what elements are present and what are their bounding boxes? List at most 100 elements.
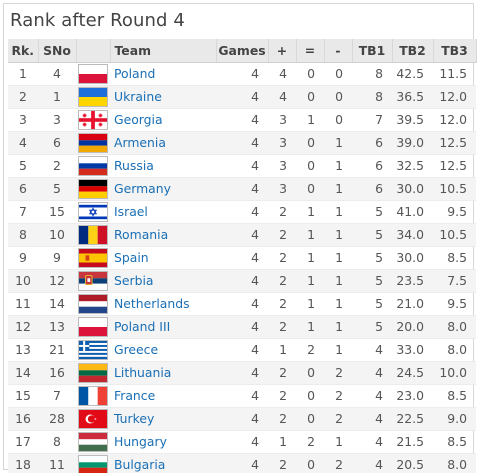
col-header-losses[interactable]: - <box>324 39 353 63</box>
armenia-flag-icon <box>78 132 108 153</box>
table-row[interactable]: 16 28 Turkey 4 2 0 2 4 22.5 9.0 <box>8 407 476 431</box>
wins-cell: 3 <box>268 108 296 132</box>
table-row[interactable]: 13 21 Greece 4 1 2 1 4 33.0 8.0 <box>8 338 476 362</box>
table-row[interactable]: 12 13 Poland III 4 2 1 1 5 20.0 8.0 <box>8 315 476 339</box>
col-header-games[interactable]: Games <box>216 39 269 63</box>
table-row[interactable]: 4 6 Armenia 4 3 0 1 6 39.0 12.5 <box>8 131 476 155</box>
flag-cell <box>76 223 110 247</box>
team-link[interactable]: Hungary <box>110 430 216 454</box>
team-link[interactable]: Georgia <box>110 108 216 132</box>
rank-cell: 8 <box>8 223 38 247</box>
wins-cell: 1 <box>268 338 296 362</box>
france-flag-icon <box>78 385 108 406</box>
table-row[interactable]: 8 10 Romania 4 2 1 1 5 34.0 10.5 <box>8 223 476 247</box>
tb1-cell: 8 <box>352 85 392 109</box>
tb2-cell: 23.5 <box>392 269 433 293</box>
wins-cell: 4 <box>268 62 296 86</box>
col-header-team[interactable]: Team <box>110 39 217 63</box>
table-row[interactable]: 5 2 Russia 4 3 0 1 6 32.5 12.5 <box>8 154 476 178</box>
page-title: Rank after Round 4 <box>10 10 185 31</box>
tb1-cell: 7 <box>352 108 392 132</box>
table-row[interactable]: 6 5 Germany 4 3 0 1 6 30.0 10.5 <box>8 177 476 201</box>
team-link[interactable]: Armenia <box>110 131 216 155</box>
table-row[interactable]: 3 3 Georgia 4 3 1 0 7 39.5 12.0 <box>8 108 476 132</box>
table-row[interactable]: 2 1 Ukraine 4 4 0 0 8 36.5 12.0 <box>8 85 476 109</box>
table-row[interactable]: 17 8 Hungary 4 1 2 1 4 21.5 8.5 <box>8 430 476 454</box>
tb1-cell: 5 <box>352 315 392 339</box>
flag-cell <box>76 62 110 86</box>
flag-cell <box>76 407 110 431</box>
team-link[interactable]: Poland <box>110 62 216 86</box>
tb3-cell: 10.5 <box>433 177 476 201</box>
wins-cell: 2 <box>268 384 296 408</box>
wins-cell: 3 <box>268 131 296 155</box>
flag-cell <box>76 269 110 293</box>
flag-cell <box>76 246 110 270</box>
games-cell: 4 <box>216 453 268 473</box>
team-link[interactable]: France <box>110 384 216 408</box>
draws-cell: 1 <box>296 269 324 293</box>
greece-flag-icon <box>78 339 108 360</box>
col-header-draws[interactable]: = <box>296 39 325 63</box>
losses-cell: 1 <box>324 315 352 339</box>
sno-cell: 1 <box>38 85 76 109</box>
losses-cell: 2 <box>324 384 352 408</box>
tb2-cell: 34.0 <box>392 223 433 247</box>
games-cell: 4 <box>216 338 268 362</box>
col-header-tb1[interactable]: TB1 <box>352 39 393 63</box>
tb3-cell: 8.0 <box>433 338 476 362</box>
team-link[interactable]: Greece <box>110 338 216 362</box>
team-link[interactable]: Spain <box>110 246 216 270</box>
team-link[interactable]: Ukraine <box>110 85 216 109</box>
team-link[interactable]: Germany <box>110 177 216 201</box>
col-header-tb3[interactable]: TB3 <box>433 39 477 63</box>
flag-cell <box>76 154 110 178</box>
table-row[interactable]: 11 14 Netherlands 4 2 1 1 5 21.0 9.5 <box>8 292 476 316</box>
tb1-cell: 4 <box>352 361 392 385</box>
tb2-cell: 32.5 <box>392 154 433 178</box>
col-header-tb2[interactable]: TB2 <box>392 39 434 63</box>
georgia-flag-icon <box>78 109 108 130</box>
losses-cell: 1 <box>324 338 352 362</box>
tb1-cell: 5 <box>352 292 392 316</box>
table-row[interactable]: 7 15 Israel 4 2 1 1 5 41.0 9.5 <box>8 200 476 224</box>
team-link[interactable]: Russia <box>110 154 216 178</box>
table-row[interactable]: 14 16 Lithuania 4 2 0 2 4 24.5 10.0 <box>8 361 476 385</box>
col-header-wins[interactable]: + <box>268 39 297 63</box>
draws-cell: 0 <box>296 361 324 385</box>
wins-cell: 2 <box>268 292 296 316</box>
romania-flag-icon <box>78 224 108 245</box>
table-row[interactable]: 15 7 France 4 2 0 2 4 23.0 8.5 <box>8 384 476 408</box>
tb3-cell: 8.5 <box>433 384 476 408</box>
team-link[interactable]: Romania <box>110 223 216 247</box>
team-link[interactable]: Lithuania <box>110 361 216 385</box>
team-link[interactable]: Netherlands <box>110 292 216 316</box>
tb1-cell: 5 <box>352 200 392 224</box>
rank-cell: 1 <box>8 62 38 86</box>
team-link[interactable]: Israel <box>110 200 216 224</box>
games-cell: 4 <box>216 315 268 339</box>
table-row[interactable]: 10 12 Serbia 4 2 1 1 5 23.5 7.5 <box>8 269 476 293</box>
col-header-rank[interactable]: Rk. <box>8 39 39 63</box>
rank-cell: 11 <box>8 292 38 316</box>
sno-cell: 3 <box>38 108 76 132</box>
tb3-cell: 9.0 <box>433 407 476 431</box>
team-link[interactable]: Bulgaria <box>110 453 216 473</box>
table-row[interactable]: 9 9 Spain 4 2 1 1 5 30.0 8.5 <box>8 246 476 270</box>
draws-cell: 1 <box>296 223 324 247</box>
draws-cell: 0 <box>296 85 324 109</box>
flag-cell <box>76 338 110 362</box>
rank-cell: 18 <box>8 453 38 473</box>
col-header-sno[interactable]: SNo <box>38 39 77 63</box>
table-row[interactable]: 1 4 Poland 4 4 0 0 8 42.5 11.5 <box>8 62 476 86</box>
tb3-cell: 11.5 <box>433 62 476 86</box>
tb3-cell: 12.5 <box>433 154 476 178</box>
sno-cell: 8 <box>38 430 76 454</box>
team-link[interactable]: Turkey <box>110 407 216 431</box>
games-cell: 4 <box>216 269 268 293</box>
losses-cell: 1 <box>324 177 352 201</box>
team-link[interactable]: Poland III <box>110 315 216 339</box>
team-link[interactable]: Serbia <box>110 269 216 293</box>
tb3-cell: 10.0 <box>433 361 476 385</box>
table-row[interactable]: 18 11 Bulgaria 4 2 0 2 4 20.5 8.0 <box>8 453 476 473</box>
